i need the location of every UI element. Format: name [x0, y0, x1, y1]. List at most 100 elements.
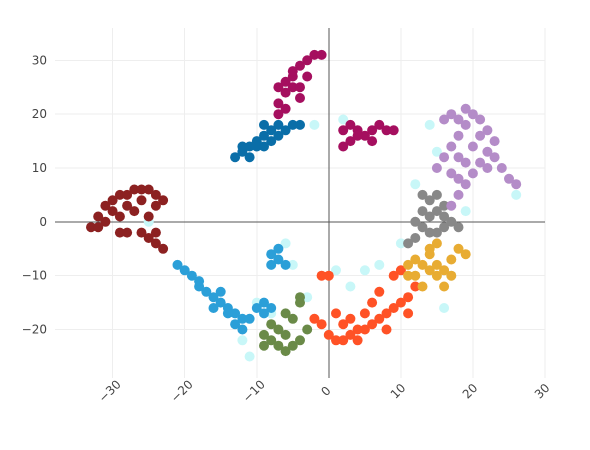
data-point — [244, 351, 255, 362]
data-point — [453, 114, 464, 125]
data-point — [431, 227, 442, 238]
data-point — [431, 189, 442, 200]
data-point — [511, 189, 522, 200]
data-point — [403, 270, 414, 281]
data-point — [431, 146, 442, 157]
data-point — [352, 335, 363, 346]
data-point — [467, 168, 478, 179]
data-point — [273, 130, 284, 141]
data-point — [439, 114, 450, 125]
data-point — [467, 141, 478, 152]
data-point — [129, 206, 140, 217]
data-point — [352, 324, 363, 335]
data-point — [331, 265, 341, 276]
x-tick-label: −10 — [240, 377, 268, 405]
data-point — [345, 281, 356, 292]
data-point — [453, 189, 464, 200]
data-point — [295, 292, 305, 303]
data-point — [280, 125, 291, 136]
data-point — [287, 340, 298, 351]
point-cluster — [86, 184, 169, 254]
data-point — [273, 119, 284, 130]
data-point — [338, 335, 349, 346]
x-tick-label: 10 — [388, 381, 409, 402]
data-point — [410, 179, 421, 190]
data-point — [395, 238, 406, 249]
data-point — [150, 227, 161, 238]
data-point — [424, 243, 435, 254]
data-point — [302, 292, 313, 303]
data-point — [259, 340, 269, 351]
data-point — [338, 319, 349, 330]
data-point — [417, 259, 428, 270]
data-point — [439, 265, 450, 276]
data-point — [489, 136, 500, 147]
data-point — [511, 179, 522, 190]
data-point — [446, 216, 457, 227]
point-cluster — [403, 238, 471, 292]
data-point — [295, 60, 305, 71]
data-point — [403, 308, 414, 319]
data-point — [251, 141, 262, 152]
zero-axes — [55, 28, 545, 378]
data-point — [316, 319, 327, 330]
data-point — [417, 206, 428, 217]
data-point — [431, 270, 442, 281]
data-point — [280, 238, 291, 249]
data-point — [295, 82, 305, 93]
data-point — [345, 136, 356, 147]
data-point — [150, 189, 161, 200]
data-point — [280, 103, 291, 114]
data-point — [259, 297, 269, 308]
data-point — [475, 130, 486, 141]
data-point — [287, 82, 298, 93]
x-tick-label: −20 — [168, 377, 196, 405]
data-point — [403, 259, 414, 270]
data-point — [107, 195, 118, 206]
data-point — [489, 152, 500, 163]
data-point — [273, 254, 284, 265]
data-point — [410, 216, 421, 227]
data-point — [439, 222, 450, 233]
data-point — [287, 66, 298, 77]
data-point — [331, 308, 341, 319]
data-point — [280, 329, 291, 340]
data-point — [453, 130, 464, 141]
data-point — [230, 308, 241, 319]
data-point — [259, 119, 269, 130]
data-point — [453, 222, 464, 233]
data-point — [302, 55, 313, 66]
data-point — [150, 238, 161, 249]
data-point — [359, 265, 370, 276]
data-point — [410, 254, 421, 265]
data-point — [158, 243, 169, 254]
data-point — [273, 340, 284, 351]
data-point — [273, 98, 284, 109]
point-cluster — [172, 243, 291, 335]
data-point — [186, 270, 197, 281]
point-cluster — [143, 114, 522, 362]
data-point — [143, 184, 154, 195]
data-point — [309, 49, 320, 60]
y-tick-label: 30 — [32, 53, 47, 67]
data-point — [388, 125, 399, 136]
data-point — [359, 324, 370, 335]
data-point — [136, 195, 147, 206]
data-point — [287, 259, 298, 270]
data-point — [230, 152, 241, 163]
data-point — [222, 308, 233, 319]
point-cluster — [309, 265, 421, 346]
data-point — [244, 313, 255, 324]
data-point — [143, 233, 154, 243]
data-point — [403, 292, 414, 303]
point-cluster — [273, 49, 399, 152]
data-point — [410, 270, 421, 281]
data-point — [114, 189, 125, 200]
data-point — [266, 125, 277, 136]
data-point — [280, 346, 291, 357]
data-point — [359, 308, 370, 319]
data-point — [410, 233, 421, 243]
point-cluster — [403, 189, 464, 249]
data-point — [302, 324, 313, 335]
data-point — [431, 259, 442, 270]
